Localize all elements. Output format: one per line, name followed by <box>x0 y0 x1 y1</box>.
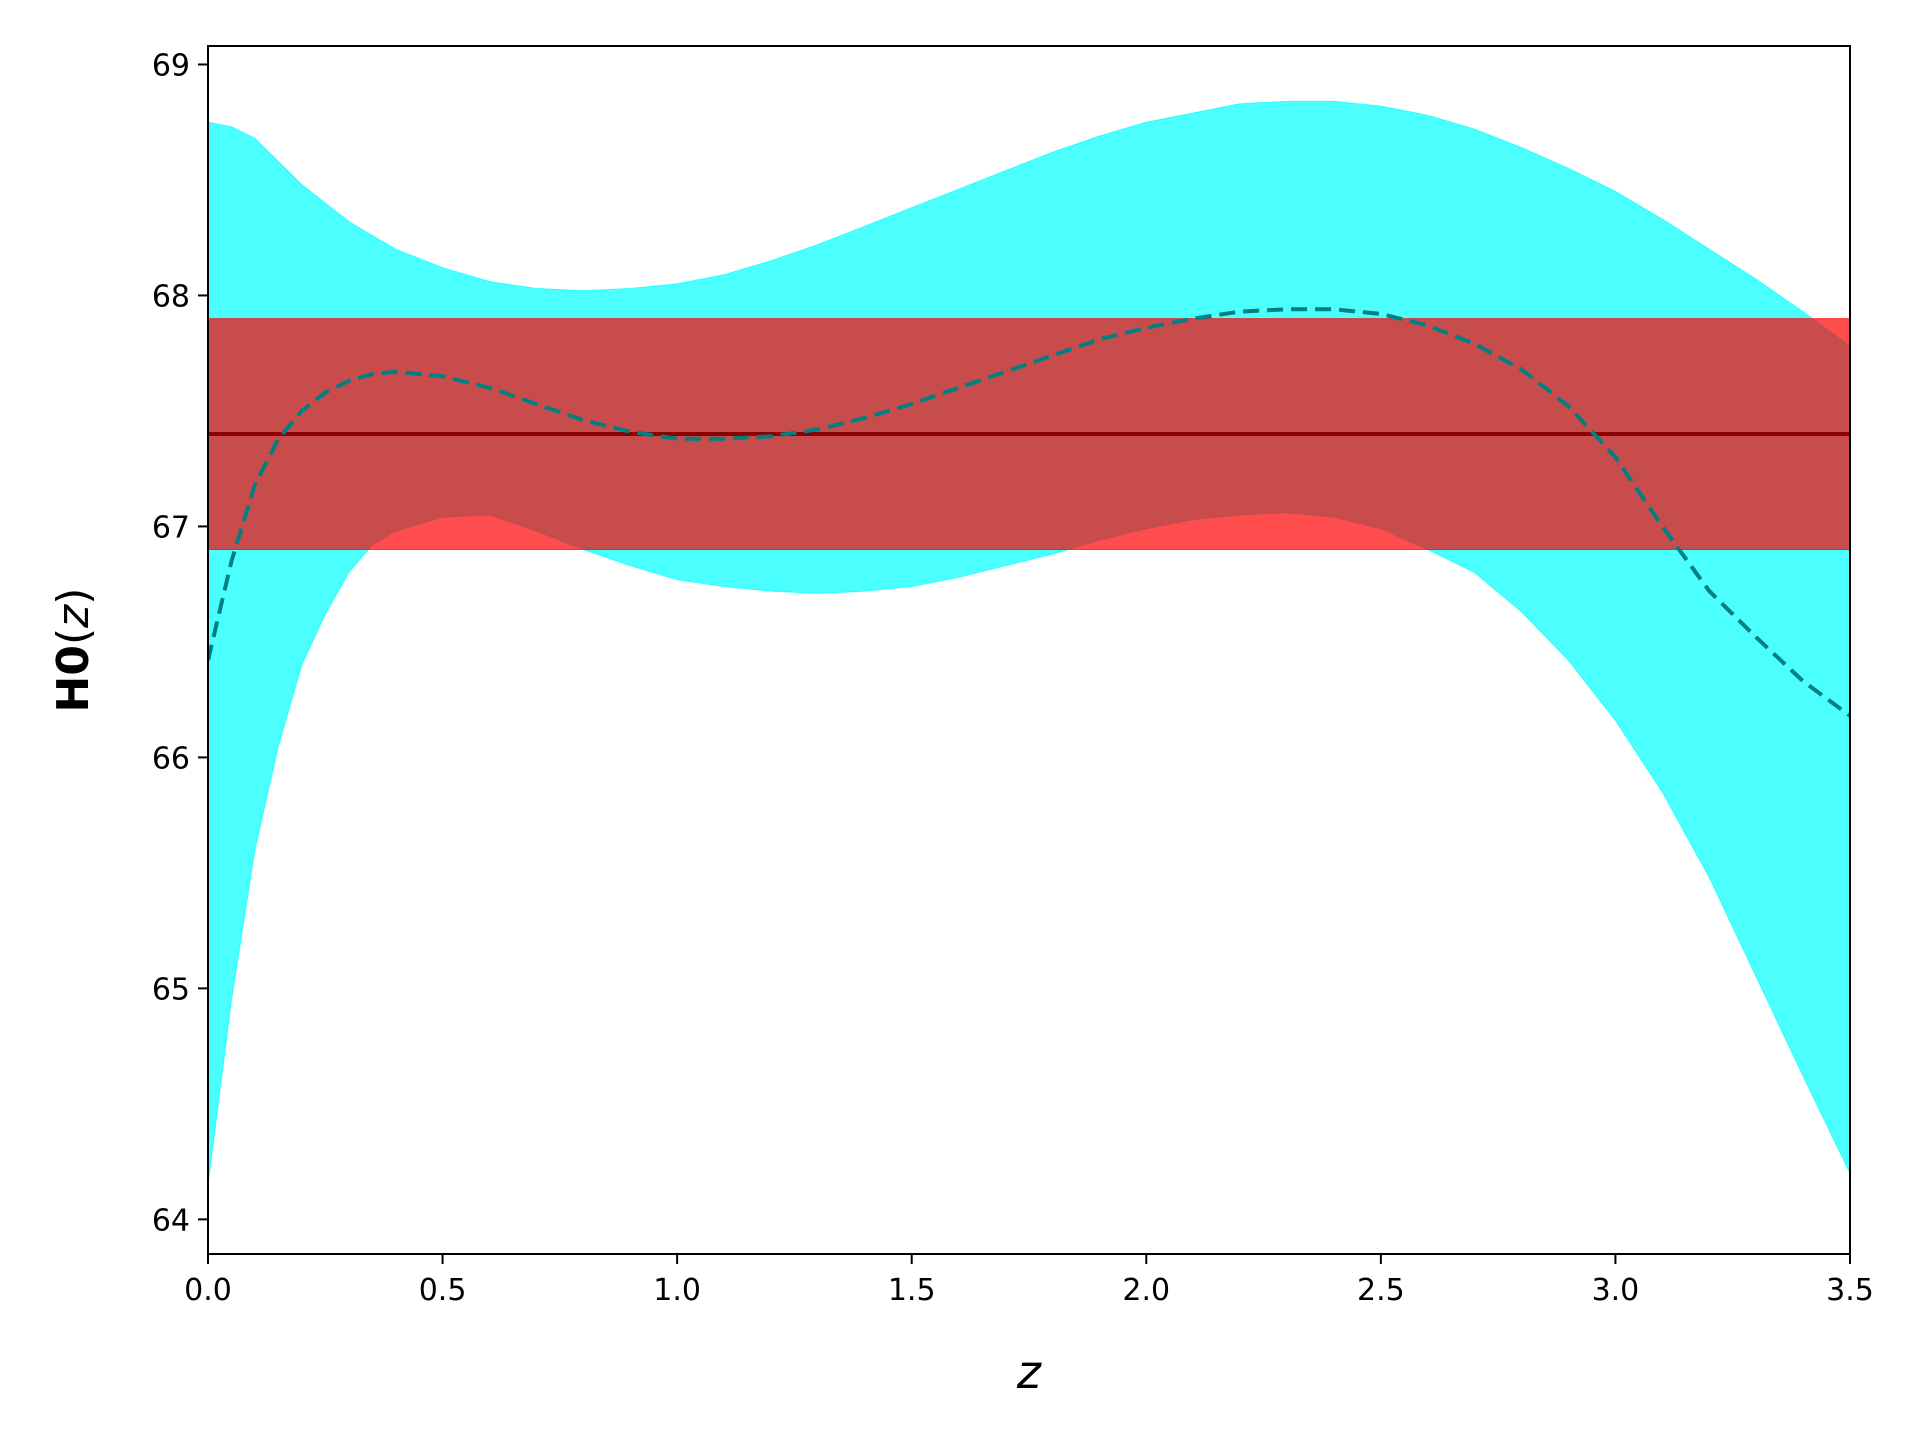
y-axis-label-bold: H0 <box>48 645 99 712</box>
reconstructed-curve <box>208 307 1850 718</box>
x-tick-label: 2.5 <box>1357 1273 1405 1308</box>
y-tick-label: 65 <box>152 972 190 1007</box>
x-tick-label: 3.5 <box>1826 1273 1874 1308</box>
y-axis-label-var: z <box>48 604 99 629</box>
confidence-band-0 <box>208 100 1850 1185</box>
y-axis-label-paren-open: ( <box>48 628 99 645</box>
plot-area <box>208 100 1850 1185</box>
x-tick-label: 1.5 <box>888 1273 936 1308</box>
x-tick-label: 2.0 <box>1122 1273 1170 1308</box>
x-axis-label: z <box>1016 1345 1042 1399</box>
x-tick-label: 0.0 <box>184 1273 232 1308</box>
y-tick-label: 64 <box>152 1203 190 1238</box>
y-tick-label: 68 <box>152 279 190 314</box>
y-tick-label: 67 <box>152 510 190 545</box>
x-tick-label: 3.0 <box>1592 1273 1640 1308</box>
y-axis-label: H0(z) <box>48 588 99 713</box>
y-axis: 64 65 66 67 68 69 <box>152 48 208 1238</box>
axes-frame <box>207 45 1851 1255</box>
x-tick-label: 0.5 <box>419 1273 467 1308</box>
y-tick-label: 66 <box>152 741 190 776</box>
x-tick-label: 1.0 <box>653 1273 701 1308</box>
y-tick-label: 69 <box>152 48 190 83</box>
y-axis-label-paren-close: ) <box>48 588 99 605</box>
x-axis: 0.0 0.5 1.0 1.5 2.0 2.5 3.0 3.5 <box>184 1254 1874 1308</box>
